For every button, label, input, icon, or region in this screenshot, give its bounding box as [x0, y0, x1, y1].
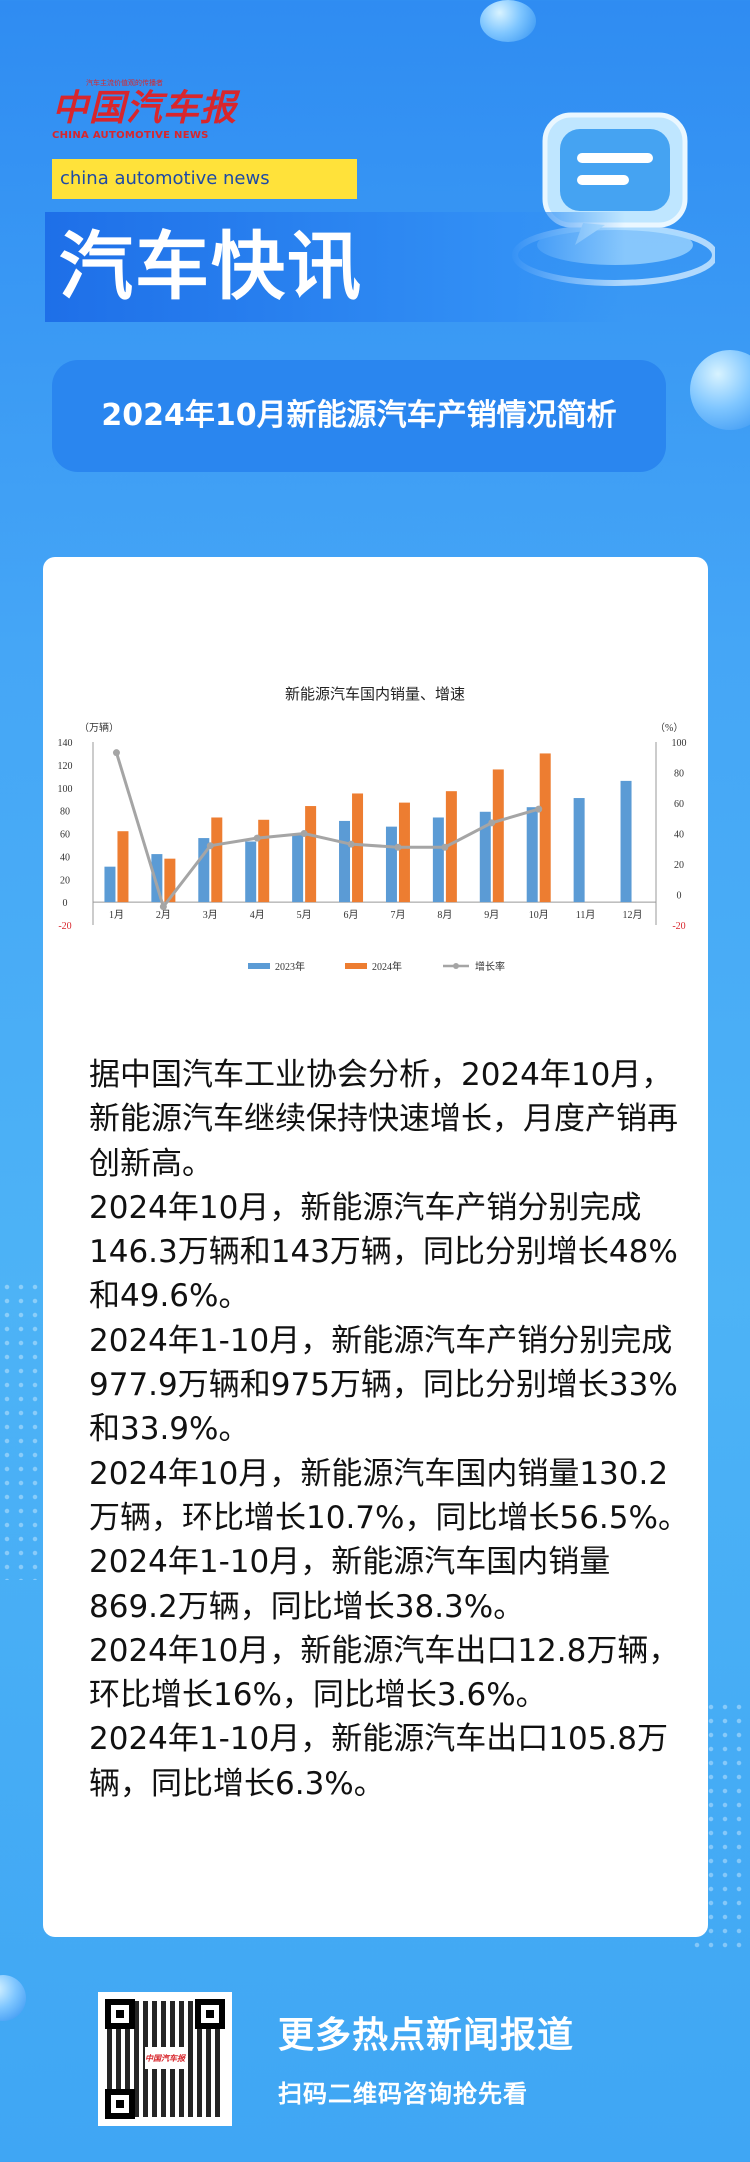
x-tick-label: 10月 — [529, 909, 549, 921]
legend-label-growth: 增长率 — [475, 960, 505, 973]
y-tick-label-right: 60 — [674, 799, 684, 810]
bar-2024 — [445, 791, 457, 903]
main-title-banner: 汽车快讯 — [45, 212, 625, 322]
bar-2024 — [398, 802, 410, 903]
y-tick-label-left: 140 — [58, 738, 73, 749]
growth-point — [394, 843, 402, 851]
x-tick-label: 2月 — [156, 909, 171, 921]
article-paragraph: 2024年10月，新能源汽车产销分别完成146.3万辆和143万辆，同比分别增长… — [89, 1189, 678, 1315]
growth-line — [115, 752, 540, 910]
bar-2023 — [620, 780, 632, 903]
x-tick-label: 5月 — [297, 909, 312, 921]
article-paragraph: 2024年10月，新能源汽车出口12.8万辆，环比增长16%，同比增长3.6%。 — [89, 1632, 680, 1714]
legend-swatch-2023 — [248, 963, 270, 969]
x-tick-label: 8月 — [437, 909, 452, 921]
decorative-bubble — [480, 0, 536, 42]
qr-finder — [105, 1999, 135, 2029]
subtitle-banner: 2024年10月新能源汽车产销情况简析 — [52, 360, 666, 472]
growth-point — [347, 840, 355, 848]
y-tick-label-left: 120 — [58, 761, 73, 772]
y-tick-label-left: 60 — [60, 830, 70, 841]
article-paragraph: 2024年1-10月，新能源汽车出口105.8万辆，同比增长6.3%。 — [89, 1721, 668, 1802]
bar-2024 — [305, 806, 317, 903]
growth-point — [253, 834, 261, 842]
growth-point — [441, 843, 449, 851]
growth-point — [206, 842, 214, 850]
bar-2023 — [151, 854, 163, 903]
bar-2024 — [539, 753, 551, 903]
y-tick-label-right: -20 — [672, 921, 685, 932]
bar-2023 — [479, 811, 491, 903]
y-tick-label-left: -20 — [58, 921, 71, 932]
y-tick-label-right: 100 — [672, 738, 687, 749]
decorative-bubble — [0, 1975, 26, 2021]
legend-label-2024: 2024年 — [372, 960, 402, 973]
bar-2023 — [245, 841, 257, 903]
chart-title: 新能源汽车国内销量、增速 — [285, 686, 465, 703]
y-tick-label-right: 40 — [674, 830, 684, 841]
y-axis-unit-left: （万辆） — [79, 721, 119, 734]
y-tick-label-right: 80 — [674, 769, 684, 780]
logo-tagline: 汽车主流价值观的传播者 — [86, 79, 163, 87]
bar-2023 — [432, 817, 444, 903]
legend-marker-growth — [453, 963, 459, 969]
bar-2024 — [164, 858, 176, 903]
y-tick-label-left: 0 — [63, 898, 68, 909]
article-paragraph: 2024年10月，新能源汽车国内销量130.2万辆，环比增长10.7%，同比增长… — [89, 1455, 689, 1536]
bar-2023 — [339, 820, 351, 903]
news-tag: china automotive news — [52, 159, 357, 199]
brand-logo: 汽车主流价值观的传播者 中国汽车报 CHINA AUTOMOTIVE NEWS — [52, 79, 238, 141]
bar-2024 — [117, 831, 129, 903]
bar-2024 — [352, 793, 364, 903]
x-tick-label: 3月 — [203, 909, 218, 921]
article-paragraph: 2024年1-10月，新能源汽车国内销量869.2万辆，同比增长38.3%。 — [89, 1544, 611, 1625]
x-tick-label: 6月 — [344, 909, 359, 921]
sales-chart: 新能源汽车国内销量、增速 （万辆） （%） -20 0 20 40 60 80 100 120 140… — [58, 686, 687, 973]
x-tick-label: 9月 — [484, 909, 499, 921]
y-tick-label-left: 100 — [58, 784, 73, 795]
bar-2024 — [492, 769, 504, 903]
growth-point — [159, 903, 167, 911]
bar-2023 — [385, 826, 397, 903]
bar-2023 — [198, 838, 210, 903]
growth-point — [300, 830, 308, 837]
article-paragraph: 2024年1-10月，新能源汽车产销分别完成977.9万辆和975万辆，同比分别… — [89, 1322, 678, 1448]
x-tick-label: 12月 — [623, 909, 643, 921]
x-tick-label: 7月 — [390, 909, 405, 921]
y-tick-label-right: 0 — [677, 891, 682, 902]
cta-sub: 扫码二维码咨询抢先看 — [278, 2080, 528, 2108]
legend-label-2023: 2023年 — [275, 960, 305, 973]
x-tick-label: 4月 — [250, 909, 265, 921]
logo-english: CHINA AUTOMOTIVE NEWS — [52, 130, 209, 141]
y-tick-label-right: 20 — [674, 860, 684, 871]
growth-point — [488, 819, 496, 827]
article-body: 据中国汽车工业协会分析，2024年10月，新能源汽车继续保持快速增长，月度产销再… — [89, 1053, 689, 1806]
cta-main: 更多热点新闻报道 — [278, 2015, 575, 2056]
bar-2024 — [258, 819, 270, 903]
main-title: 汽车快讯 — [59, 224, 363, 310]
x-tick-label: 1月 — [109, 909, 124, 921]
chat-bubble-icon — [512, 112, 715, 286]
x-tick-label: 11月 — [576, 909, 596, 921]
qr-logo: 中国汽车报 — [145, 2047, 185, 2069]
bar-2023 — [526, 807, 538, 903]
y-tick-label-left: 20 — [60, 875, 70, 886]
growth-point — [112, 749, 120, 757]
legend-swatch-2024 — [345, 963, 367, 969]
qr-finder — [105, 2089, 135, 2119]
qr-code[interactable]: 中国汽车报 — [98, 1992, 232, 2126]
qr-finder — [195, 1999, 225, 2029]
bar-2023 — [573, 798, 585, 903]
bar-2023 — [292, 833, 304, 903]
bar-2023 — [104, 866, 116, 903]
bar-2024 — [211, 817, 223, 903]
article-paragraph: 据中国汽车工业协会分析，2024年10月，新能源汽车继续保持快速增长，月度产销再… — [89, 1057, 678, 1182]
content-card: 新能源汽车国内销量、增速 （万辆） （%） -20 0 20 40 60 80 100 120 140… — [43, 557, 708, 1937]
y-tick-label-left: 40 — [60, 852, 70, 863]
decorative-bubble — [690, 350, 750, 430]
logo-chinese: 中国汽车报 — [52, 87, 238, 129]
growth-point — [535, 805, 543, 813]
y-tick-label-left: 80 — [60, 807, 70, 818]
y-axis-unit-right: （%） — [655, 722, 683, 734]
